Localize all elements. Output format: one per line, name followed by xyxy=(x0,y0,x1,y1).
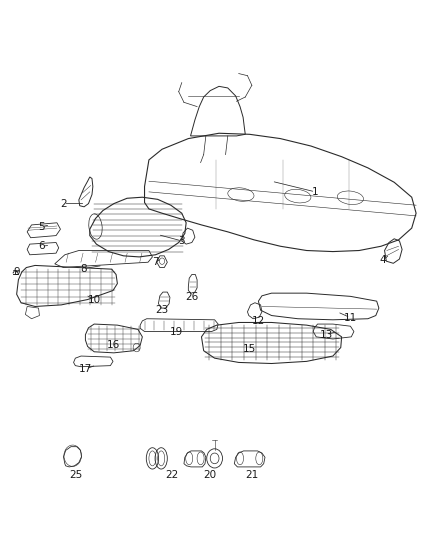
Text: 4: 4 xyxy=(380,255,387,265)
Text: 16: 16 xyxy=(106,341,120,350)
Text: 26: 26 xyxy=(185,293,198,302)
Text: 3: 3 xyxy=(178,236,185,246)
Text: 19: 19 xyxy=(170,327,183,336)
Text: 9: 9 xyxy=(13,267,20,277)
Text: 5: 5 xyxy=(38,222,45,231)
Text: 2: 2 xyxy=(60,199,67,208)
Text: 20: 20 xyxy=(203,471,216,480)
Text: 11: 11 xyxy=(344,313,357,322)
Text: 1: 1 xyxy=(312,187,319,197)
Text: 17: 17 xyxy=(79,364,92,374)
Text: 8: 8 xyxy=(80,264,87,273)
Text: 15: 15 xyxy=(243,344,256,354)
Text: 25: 25 xyxy=(69,471,82,480)
Text: 21: 21 xyxy=(246,471,259,480)
Text: 6: 6 xyxy=(38,241,45,251)
Text: 12: 12 xyxy=(252,317,265,326)
Text: 10: 10 xyxy=(88,295,101,304)
Text: 13: 13 xyxy=(320,330,333,340)
Text: 23: 23 xyxy=(155,305,169,315)
Text: 7: 7 xyxy=(152,257,159,267)
Text: 22: 22 xyxy=(166,471,179,480)
